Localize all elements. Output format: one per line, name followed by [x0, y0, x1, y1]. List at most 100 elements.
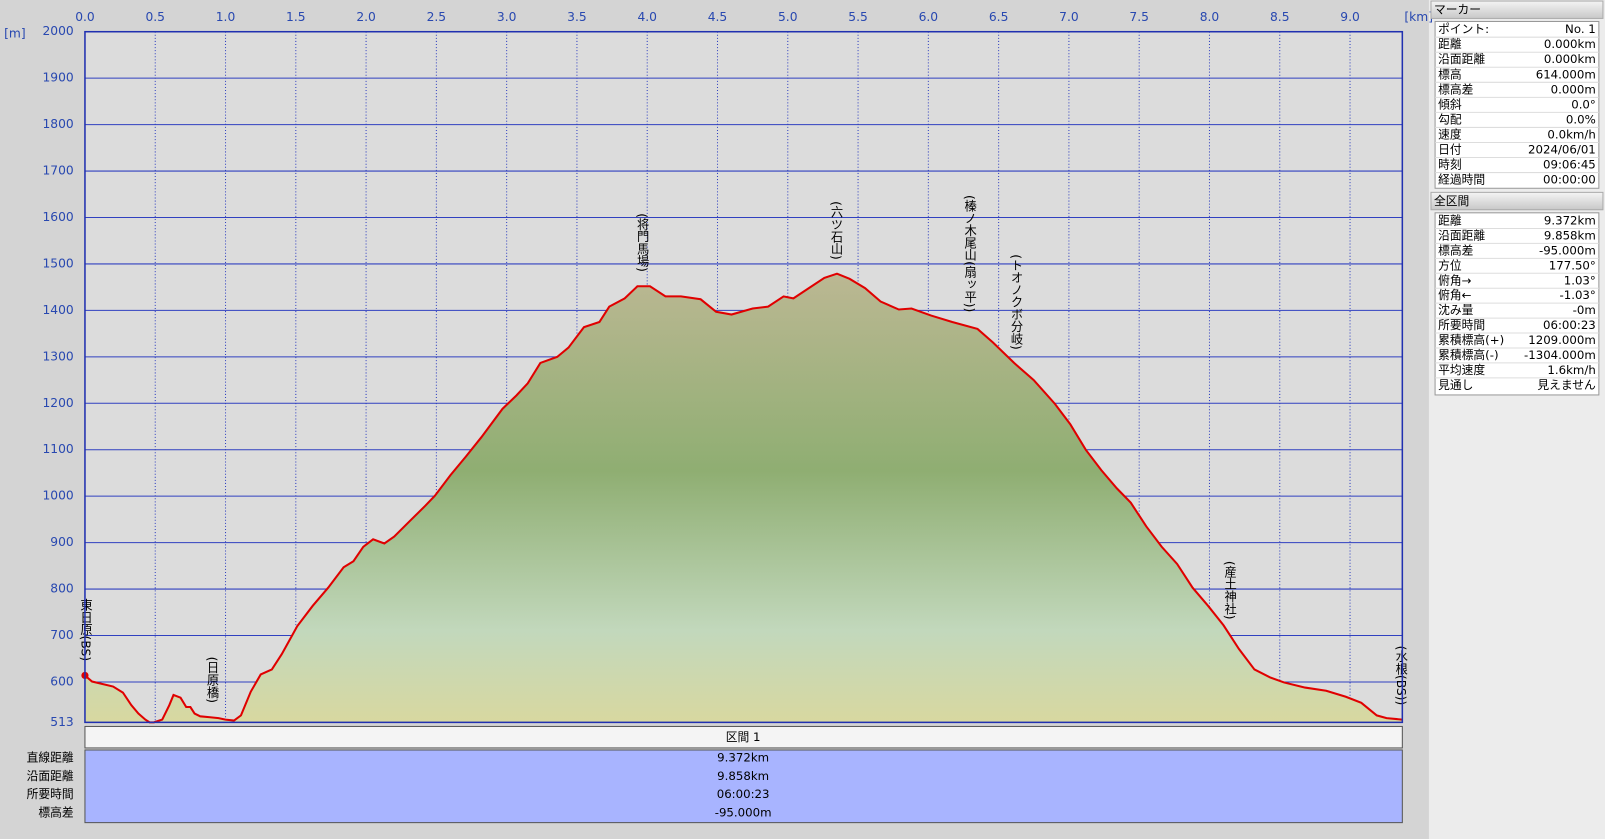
panel-key: 累積標高(+) — [1438, 333, 1504, 347]
panel-value: 614.000m — [1536, 67, 1596, 81]
panel-key: 距離 — [1438, 37, 1462, 51]
panel-key: 時刻 — [1438, 158, 1462, 172]
x-tick-label: 0.0 — [75, 10, 95, 24]
x-tick-label: 6.5 — [989, 10, 1009, 24]
panel-value: -95.000m — [1539, 243, 1596, 257]
y-tick-label: 1000 — [42, 489, 73, 503]
panel-value: 0.0km/h — [1547, 127, 1595, 141]
panel-value: 00:00:00 — [1543, 173, 1596, 187]
panel-value: 0.000m — [1551, 82, 1596, 96]
segment-title: 区間 1 — [726, 730, 761, 744]
x-tick-label: 6.0 — [919, 10, 939, 24]
marker-title: マーカー — [1434, 3, 1481, 17]
panel-key: 日付 — [1438, 142, 1462, 156]
x-tick-label: 8.0 — [1200, 10, 1220, 24]
panel-key: 俯角→ — [1438, 273, 1472, 287]
x-tick-label: 7.5 — [1129, 10, 1149, 24]
x-tick-label: 2.0 — [356, 10, 376, 24]
panel-key: 標高 — [1438, 67, 1462, 81]
y-tick-label: 1400 — [42, 303, 73, 317]
panel-key: 経過時間 — [1438, 173, 1485, 187]
x-tick-label: 4.5 — [708, 10, 728, 24]
panel-key: 沿面距離 — [1438, 52, 1485, 66]
annotation: (六ツ石山) — [829, 201, 843, 260]
panel-value: 1209.000m — [1528, 333, 1596, 347]
segment-value: 9.858km — [717, 769, 769, 783]
panel-value: 1.6km/h — [1547, 363, 1595, 377]
y-tick-label: 1200 — [42, 396, 73, 410]
panel-key: 所要時間 — [1438, 318, 1485, 332]
annotation: (トオノクボ分岐) — [1009, 254, 1023, 350]
panel-value: 0.0° — [1571, 97, 1596, 111]
panel-value: 9.858km — [1544, 228, 1596, 242]
y-tick-label: 1500 — [42, 256, 73, 270]
x-tick-label: 1.5 — [286, 10, 306, 24]
panel-value: -1304.000m — [1524, 348, 1596, 362]
panel-key: 沈み量 — [1438, 303, 1474, 317]
panel-key: 見通し — [1438, 378, 1473, 392]
panel-key: 方位 — [1438, 258, 1462, 272]
annotation: (榛ノ木尾山(扇ッ平)) — [963, 195, 977, 312]
segment-label: 標高差 — [38, 805, 74, 819]
x-tick-label: 4.0 — [637, 10, 657, 24]
x-tick-label: 8.5 — [1270, 10, 1290, 24]
panel-value: 177.50° — [1549, 258, 1596, 272]
y-unit: [m] — [4, 26, 26, 40]
x-tick-label: 3.0 — [497, 10, 517, 24]
y-tick-label: 600 — [50, 674, 73, 688]
y-tick-label: 1700 — [42, 164, 73, 178]
y-tick-label: 1600 — [42, 210, 73, 224]
panel-value: -1.03° — [1559, 288, 1595, 302]
y-tick-label: 2000 — [42, 24, 73, 38]
marker-table — [1434, 20, 1600, 189]
total-title: 全区間 — [1434, 194, 1469, 208]
panel-key: 平均速度 — [1438, 363, 1485, 377]
panel-key: 勾配 — [1438, 112, 1462, 126]
panel-value: 1.03° — [1564, 273, 1596, 287]
panel-value: 見えません — [1537, 378, 1596, 392]
segment-value: -95.000m — [715, 805, 772, 819]
total-header — [1430, 191, 1604, 211]
panel-key: 沿面距離 — [1438, 228, 1485, 242]
annotation: (日原橋) — [205, 657, 219, 703]
x-unit: [km] — [1404, 10, 1433, 24]
x-tick-label: 0.5 — [145, 10, 165, 24]
y-tick-label: 1900 — [42, 71, 73, 85]
segment-body — [84, 749, 1403, 824]
plot-frame — [84, 30, 1404, 724]
y-tick-label: 1800 — [42, 117, 73, 131]
panel-value: 09:06:45 — [1543, 158, 1596, 172]
panel-key: 標高差 — [1438, 243, 1474, 257]
panel-value: 0.000km — [1544, 37, 1596, 51]
panel-value: 0.000km — [1544, 52, 1596, 66]
y-tick-label: 900 — [50, 535, 73, 549]
segment-header — [84, 725, 1403, 749]
segment-label: 直線距離 — [27, 751, 74, 765]
segment-label: 沿面距離 — [27, 769, 74, 783]
panel-key: 距離 — [1438, 214, 1462, 228]
segment-value: 9.372km — [717, 751, 769, 765]
panel-value: 06:00:23 — [1543, 318, 1596, 332]
y-tick-label: 1300 — [42, 349, 73, 363]
profile-area — [84, 273, 1403, 723]
y-tick-label: 800 — [50, 582, 73, 596]
annotation: (水根(BS)) — [1394, 646, 1408, 706]
marker-header — [1430, 0, 1604, 19]
panel-key: 累積標高(-) — [1438, 348, 1498, 362]
panel-value: 0.0% — [1566, 112, 1596, 126]
panel-value: 2024/06/01 — [1528, 142, 1596, 156]
annotation: (将門馬場) — [635, 213, 649, 272]
x-tick-label: 7.0 — [1059, 10, 1079, 24]
x-tick-label: 5.0 — [778, 10, 798, 24]
panel-key: 速度 — [1438, 127, 1462, 141]
x-tick-label: 3.5 — [567, 10, 587, 24]
panel-value: No. 1 — [1565, 22, 1596, 36]
panel-value: -0m — [1573, 303, 1596, 317]
panel-key: 標高差 — [1438, 82, 1474, 96]
segment-label: 所要時間 — [27, 787, 74, 801]
annotation: (産土神社) — [1223, 561, 1237, 620]
panel-key: ポイント: — [1438, 22, 1489, 36]
x-tick-label: 9.0 — [1340, 10, 1360, 24]
